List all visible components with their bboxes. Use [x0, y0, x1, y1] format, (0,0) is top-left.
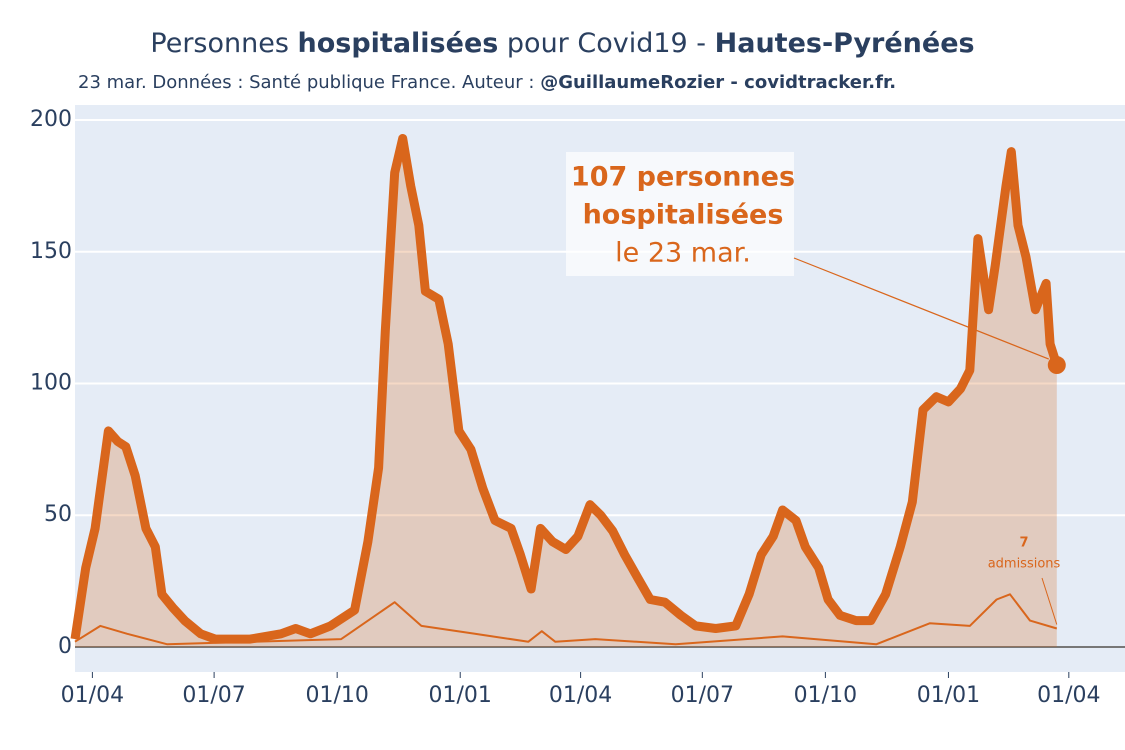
- title-part: @GuillaumeRozier - covidtracker.fr.: [540, 72, 897, 93]
- line: [70, 134, 1062, 644]
- annotation-text: le 23 mar.: [615, 238, 751, 269]
- line: [74, 593, 1058, 646]
- title-part: pour Covid19 -: [498, 28, 715, 59]
- x-tick-label: 01/10: [305, 683, 368, 708]
- y-tick-label: 150: [30, 239, 72, 264]
- x-tick-label: 01/01: [917, 683, 980, 708]
- title-part: Personnes: [150, 28, 298, 59]
- x-tick-label: 01/04: [61, 683, 124, 708]
- chart-subtitle: 23 mar. Données : Santé publique France.…: [78, 72, 896, 93]
- x-tick-label: 01/04: [1037, 683, 1100, 708]
- area: [75, 138, 1057, 647]
- y-tick-label: 50: [44, 502, 72, 527]
- y-tick-label: 0: [58, 634, 72, 659]
- x-tick-label: 01/07: [182, 683, 245, 708]
- annotation-text: 7: [1019, 536, 1028, 551]
- y-tick-label: 100: [30, 370, 72, 395]
- annotation-arrow: [1041, 577, 1058, 625]
- annotation-box: [566, 152, 794, 276]
- x-tick-label: 01/07: [671, 683, 734, 708]
- annotation-text: hospitalisées: [583, 200, 784, 231]
- annotation-text: 107 personnes: [571, 162, 795, 193]
- annotation-text: admissions: [988, 557, 1061, 572]
- chart-title: Personnes hospitalisées pour Covid19 - H…: [0, 28, 1125, 59]
- annotation-arrow: [793, 257, 1050, 360]
- x-tick-label: 01/10: [794, 683, 857, 708]
- last-point: [1047, 356, 1066, 375]
- x-tick-label: 01/04: [549, 683, 612, 708]
- y-tick-label: 200: [30, 107, 72, 132]
- x-tick-label: 01/01: [429, 683, 492, 708]
- title-part: 23 mar. Données : Santé publique France.…: [78, 72, 541, 93]
- title-part: hospitalisées: [297, 28, 499, 59]
- title-part: Hautes-Pyrénées: [714, 28, 975, 59]
